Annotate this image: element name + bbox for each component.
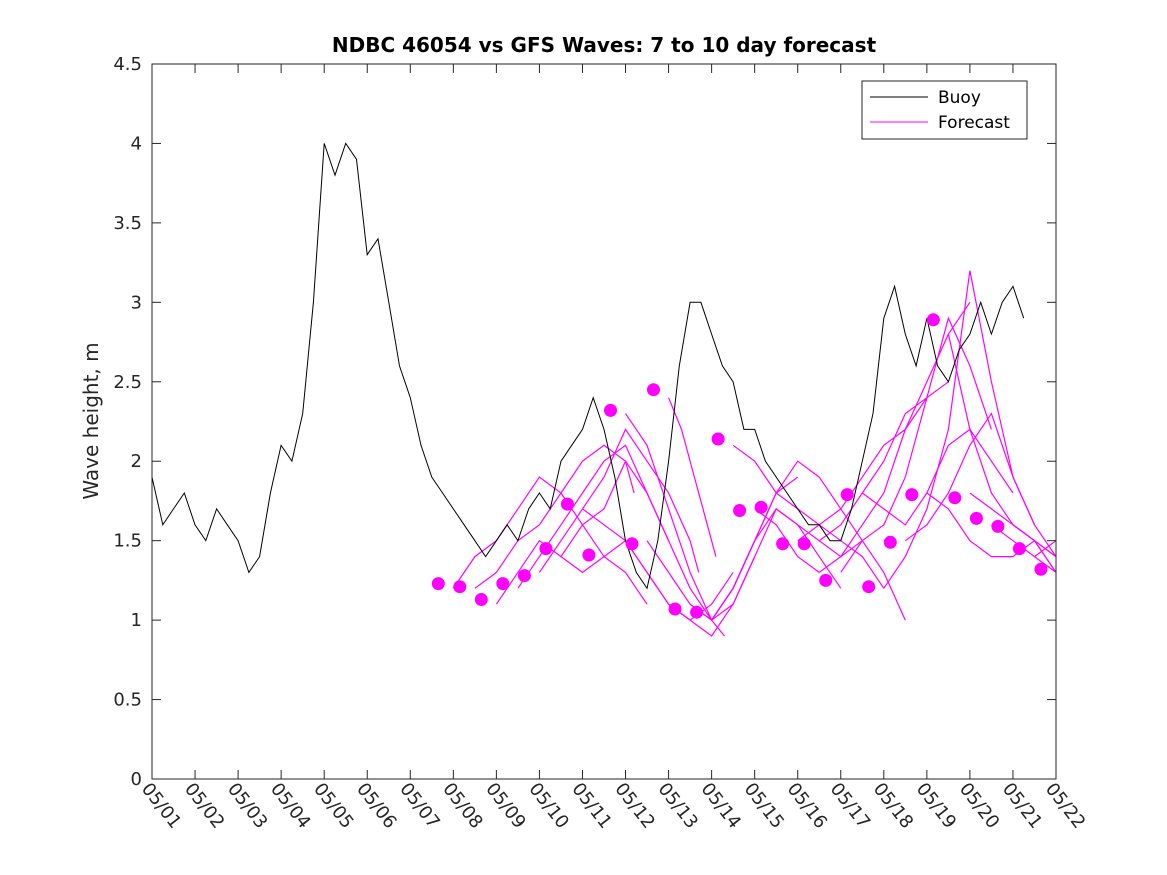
y-tick-label: 2.5 — [113, 372, 142, 393]
y-tick-label: 3.5 — [113, 213, 142, 234]
forecast-run-line — [495, 539, 648, 605]
forecast-run-line — [797, 381, 949, 542]
plot-area — [152, 64, 1056, 779]
legend-buoy-label: Buoy — [938, 88, 981, 108]
forecast-run-line — [711, 460, 863, 621]
y-tick-label: 2 — [131, 451, 142, 472]
y-tick-label: 4.5 — [113, 54, 142, 75]
y-tick-label: 0.5 — [113, 690, 142, 711]
legend: Buoy Forecast — [861, 80, 1028, 140]
plot-frame — [151, 63, 1057, 780]
forecast-point — [496, 577, 510, 591]
forecast-point — [991, 519, 1005, 533]
forecast-point — [560, 497, 574, 511]
forecast-run-line — [904, 412, 1057, 557]
forecast-run-line — [474, 444, 635, 589]
forecast-point — [604, 403, 617, 417]
forecast-points — [431, 313, 1048, 619]
forecast-run-line — [818, 301, 971, 558]
forecast-point — [690, 605, 704, 619]
chart-title: NDBC 46054 vs GFS Waves: 7 to 10 day for… — [332, 33, 877, 57]
forecast-point — [711, 432, 725, 446]
y-tick-label: 1 — [131, 610, 142, 631]
buoy-series-line — [151, 142, 1025, 590]
forecast-run-line — [732, 444, 885, 589]
forecast-point — [733, 504, 747, 517]
y-axis: 0 0.5 1 1.5 2 2.5 3 3.5 4 4.5 — [113, 54, 1056, 790]
forecast-run-line — [1012, 524, 1057, 558]
forecast-point — [647, 383, 660, 397]
forecast-run-line — [754, 508, 906, 621]
legend-box — [861, 80, 1028, 140]
forecast-point — [453, 580, 467, 594]
forecast-run-line — [668, 397, 717, 557]
forecast-run-line — [625, 413, 777, 622]
forecast-point — [754, 500, 768, 514]
forecast-point — [840, 488, 854, 502]
forecast-run-line — [840, 316, 992, 573]
forecast-point — [1012, 542, 1026, 556]
forecast-point — [517, 569, 531, 583]
buoy-line — [151, 142, 1025, 590]
y-axis-label: Wave height, m — [79, 342, 103, 499]
legend-forecast-label: Forecast — [938, 113, 1010, 133]
y-tick-label: 1.5 — [113, 531, 142, 552]
forecast-point — [474, 593, 488, 606]
forecast-point — [862, 580, 876, 594]
forecast-point — [948, 491, 962, 505]
forecast-point — [668, 602, 682, 616]
forecast-point — [819, 573, 833, 587]
forecast-run-line — [452, 476, 605, 589]
forecast-point — [883, 535, 897, 549]
forecast-point — [431, 577, 445, 591]
y-tick-label: 0 — [131, 769, 142, 790]
forecast-point — [582, 548, 596, 562]
forecast-run-line — [538, 428, 700, 573]
y-tick-label: 3 — [131, 292, 142, 313]
forecast-point — [625, 537, 639, 551]
forecast-point — [797, 537, 811, 551]
forecast-point — [776, 537, 790, 551]
forecast-point — [969, 511, 983, 525]
forecast-point — [926, 313, 940, 327]
forecast-point — [1034, 562, 1048, 576]
forecast-point — [905, 488, 919, 502]
y-tick-label: 4 — [131, 133, 142, 154]
forecast-point — [539, 542, 553, 556]
